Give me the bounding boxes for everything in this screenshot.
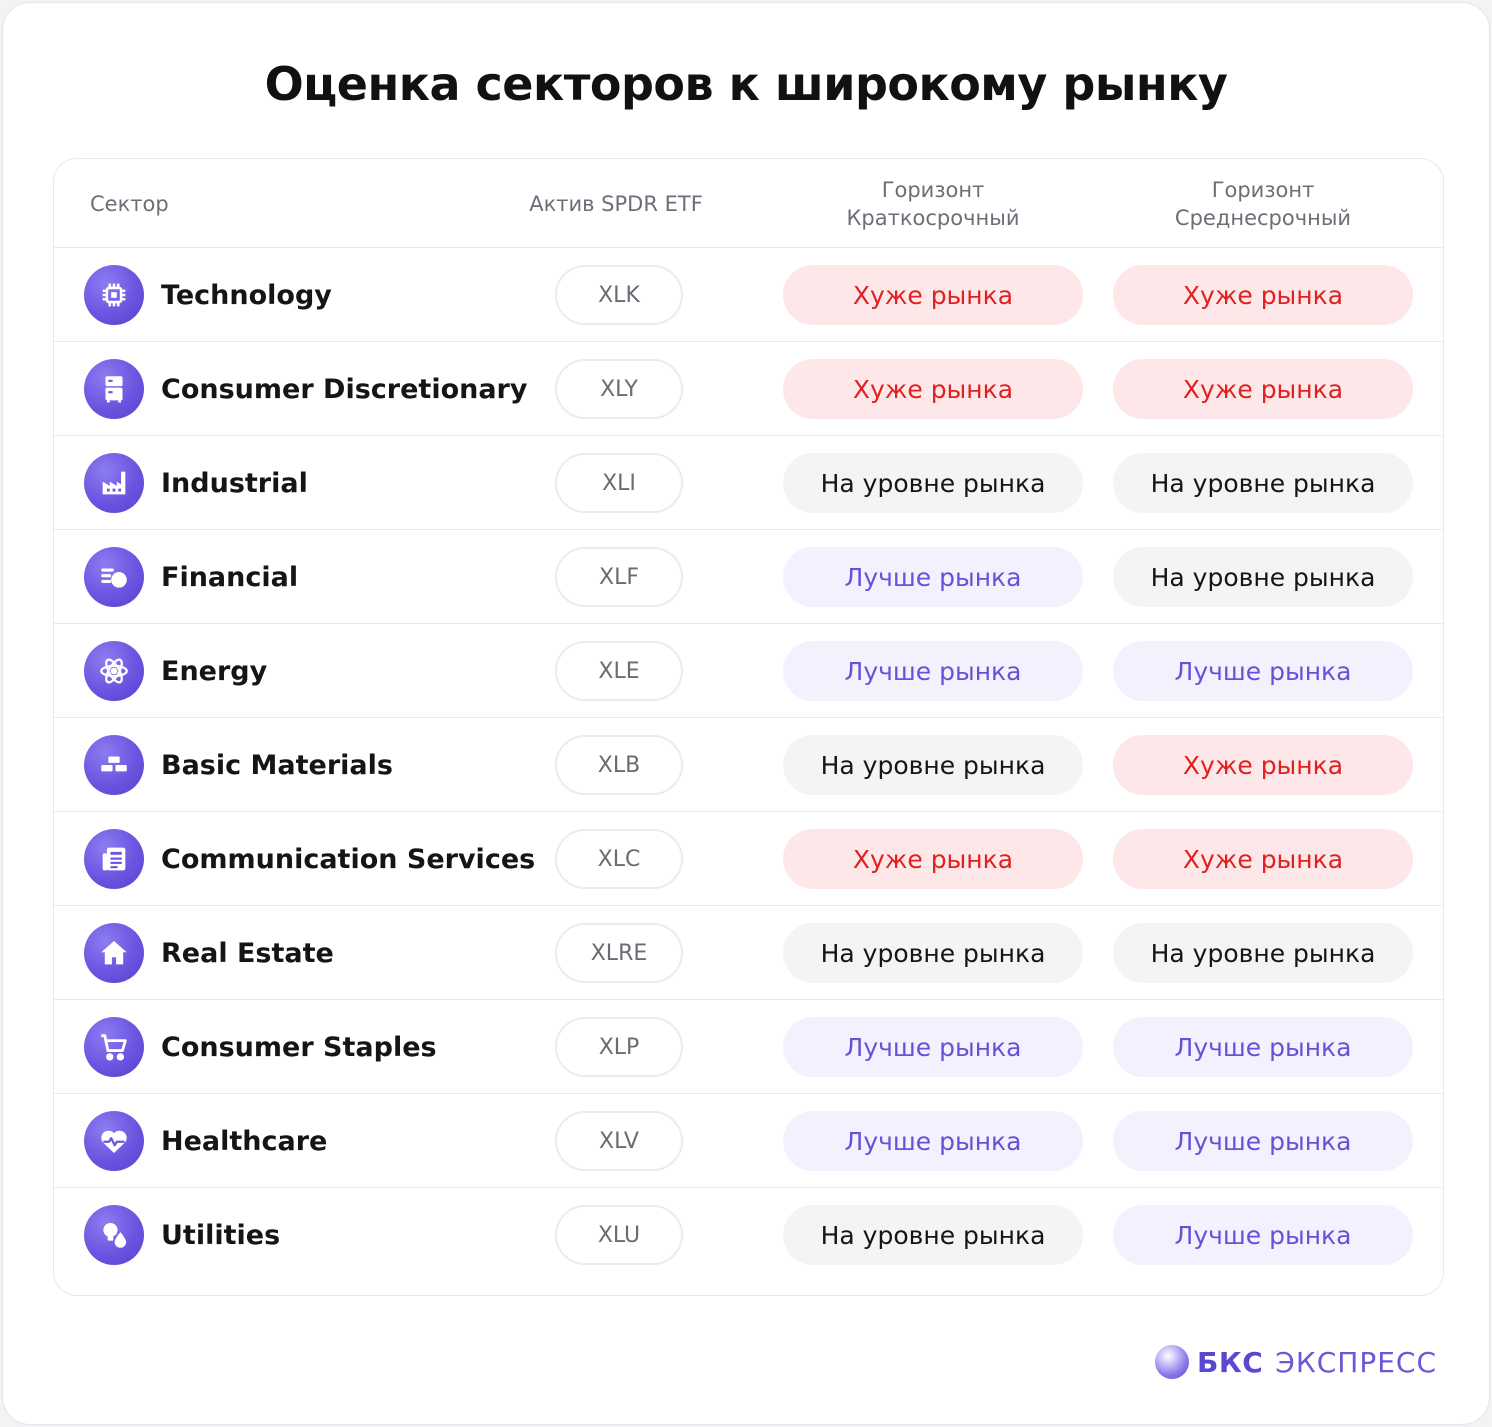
column-header-short-line2: Краткосрочный <box>846 205 1020 230</box>
table-row: Basic Materials XLB На уровне рынка Хуже ры… <box>54 718 1443 812</box>
sector-name: Utilities <box>161 1219 281 1251</box>
bulb-drop-icon <box>84 1205 144 1265</box>
short-term-rating: Хуже рынка <box>783 265 1083 325</box>
short-term-rating: На уровне рынка <box>783 735 1083 795</box>
brand-orb-icon <box>1155 1345 1189 1379</box>
column-header-etf: Актив SPDR ETF <box>516 159 716 248</box>
page-title: Оценка секторов к широкому рынку <box>264 57 1228 111</box>
ticker-badge: XLY <box>555 359 683 419</box>
table-row: Healthcare XLV Лучше рынка Лучше рынка <box>54 1094 1443 1188</box>
mid-term-rating: Лучше рынка <box>1113 1205 1413 1265</box>
appliance-icon <box>84 359 144 419</box>
chip-icon <box>84 265 144 325</box>
column-header-mid-line1: Горизонт <box>1211 177 1315 202</box>
sectors-table: Сектор Актив SPDR ETF Горизонт Краткосро… <box>53 158 1444 1296</box>
short-term-rating: На уровне рынка <box>783 453 1083 513</box>
mid-term-rating: На уровне рынка <box>1113 453 1413 513</box>
mid-term-rating: Лучше рынка <box>1113 641 1413 701</box>
mid-term-rating: Хуже рынка <box>1113 829 1413 889</box>
house-icon <box>84 923 144 983</box>
factory-icon <box>84 453 144 513</box>
table-row: Utilities XLU На уровне рынка Лучше рынка <box>54 1188 1443 1282</box>
column-header-etf-label: Актив SPDR ETF <box>529 191 703 216</box>
ticker-badge: XLRE <box>555 923 683 983</box>
sector-name: Healthcare <box>161 1125 328 1157</box>
short-term-rating: Хуже рынка <box>783 359 1083 419</box>
table-row: Industrial XLI На уровне рынка На уровне ры… <box>54 436 1443 530</box>
column-header-mid-line2: Среднесрочный <box>1174 205 1352 230</box>
column-header-mid: Горизонт Среднесрочный <box>1113 159 1413 248</box>
short-term-rating: Лучше рынка <box>783 1017 1083 1077</box>
mid-term-rating: Лучше рынка <box>1113 1111 1413 1171</box>
brand-logo: БКС ЭКСПРЕСС <box>1155 1344 1437 1380</box>
short-term-rating: Лучше рынка <box>783 641 1083 701</box>
ticker-badge: XLV <box>555 1111 683 1171</box>
ticker-badge: XLC <box>555 829 683 889</box>
mid-term-rating: Хуже рынка <box>1113 265 1413 325</box>
table-row: Consumer Discretionary XLY Хуже рынка Хуже … <box>54 342 1443 436</box>
brand-name-bold: БКС <box>1197 1345 1264 1379</box>
table-row: Energy XLE Лучше рынка Лучше рынка <box>54 624 1443 718</box>
sector-name: Industrial <box>161 467 308 499</box>
bricks-icon <box>84 735 144 795</box>
short-term-rating: Хуже рынка <box>783 829 1083 889</box>
table-row: Financial XLF Лучше рынка На уровне рынка <box>54 530 1443 624</box>
table-row: Real Estate XLRE На уровне рынка На уровне … <box>54 906 1443 1000</box>
mid-term-rating: На уровне рынка <box>1113 547 1413 607</box>
column-header-short: Горизонт Краткосрочный <box>783 159 1083 248</box>
column-header-sector-label: Сектор <box>90 191 169 216</box>
mid-term-rating: Хуже рынка <box>1113 735 1413 795</box>
ticker-badge: XLF <box>555 547 683 607</box>
sector-name: Real Estate <box>161 937 334 969</box>
cart-icon <box>84 1017 144 1077</box>
short-term-rating: На уровне рынка <box>783 923 1083 983</box>
column-header-sector: Сектор <box>90 159 169 248</box>
table-row: Communication Services XLC Хуже рынка Хуже … <box>54 812 1443 906</box>
mid-term-rating: На уровне рынка <box>1113 923 1413 983</box>
column-header-short-line1: Горизонт <box>881 177 985 202</box>
atom-icon <box>84 641 144 701</box>
sector-name: Financial <box>161 561 299 593</box>
brand-name-light: ЭКСПРЕСС <box>1275 1345 1437 1379</box>
short-term-rating: Лучше рынка <box>783 547 1083 607</box>
table-row: Consumer Staples XLP Лучше рынка Лучше рынк… <box>54 1000 1443 1094</box>
sector-name: Consumer Discretionary <box>161 373 528 405</box>
ticker-badge: XLE <box>555 641 683 701</box>
ticker-badge: XLB <box>555 735 683 795</box>
table-row: Technology XLK Хуже рынка Хуже рынка <box>54 248 1443 342</box>
ticker-badge: XLU <box>555 1205 683 1265</box>
short-term-rating: На уровне рынка <box>783 1205 1083 1265</box>
sector-name: Technology <box>161 279 332 311</box>
ticker-badge: XLP <box>555 1017 683 1077</box>
short-term-rating: Лучше рынка <box>783 1111 1083 1171</box>
sector-name: Communication Services <box>161 843 536 875</box>
ticker-badge: XLK <box>555 265 683 325</box>
coins-icon <box>84 547 144 607</box>
sector-name: Basic Materials <box>161 749 393 781</box>
table-header: Сектор Актив SPDR ETF Горизонт Краткосро… <box>54 159 1443 248</box>
mid-term-rating: Лучше рынка <box>1113 1017 1413 1077</box>
newspaper-icon <box>84 829 144 889</box>
sector-name: Consumer Staples <box>161 1031 437 1063</box>
mid-term-rating: Хуже рынка <box>1113 359 1413 419</box>
sector-name: Energy <box>161 655 268 687</box>
heart-pulse-icon <box>84 1111 144 1171</box>
ticker-badge: XLI <box>555 453 683 513</box>
